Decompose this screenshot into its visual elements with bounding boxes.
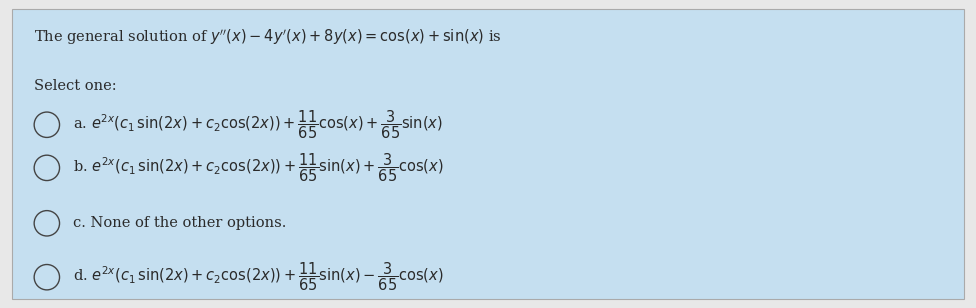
Text: The general solution of $y^{\prime\prime}(x) - 4y^{\prime}(x) + 8y(x) = \cos(x) : The general solution of $y^{\prime\prime… (34, 27, 502, 47)
Text: Select one:: Select one: (34, 79, 117, 93)
Text: c. None of the other options.: c. None of the other options. (73, 216, 287, 230)
Text: a. $e^{2x}(c_1\,\sin(2x) + c_2\cos(2x)) + \dfrac{11}{65}\cos(x) + \dfrac{3}{65}\: a. $e^{2x}(c_1\,\sin(2x) + c_2\cos(2x)) … (73, 108, 443, 141)
FancyBboxPatch shape (12, 9, 964, 299)
Text: b. $e^{2x}(c_1\,\sin(2x) + c_2\cos(2x)) + \dfrac{11}{65}\sin(x) + \dfrac{3}{65}\: b. $e^{2x}(c_1\,\sin(2x) + c_2\cos(2x)) … (73, 152, 444, 184)
Text: d. $e^{2x}(c_1\,\sin(2x) + c_2\cos(2x)) + \dfrac{11}{65}\sin(x) - \dfrac{3}{65}\: d. $e^{2x}(c_1\,\sin(2x) + c_2\cos(2x)) … (73, 261, 444, 294)
